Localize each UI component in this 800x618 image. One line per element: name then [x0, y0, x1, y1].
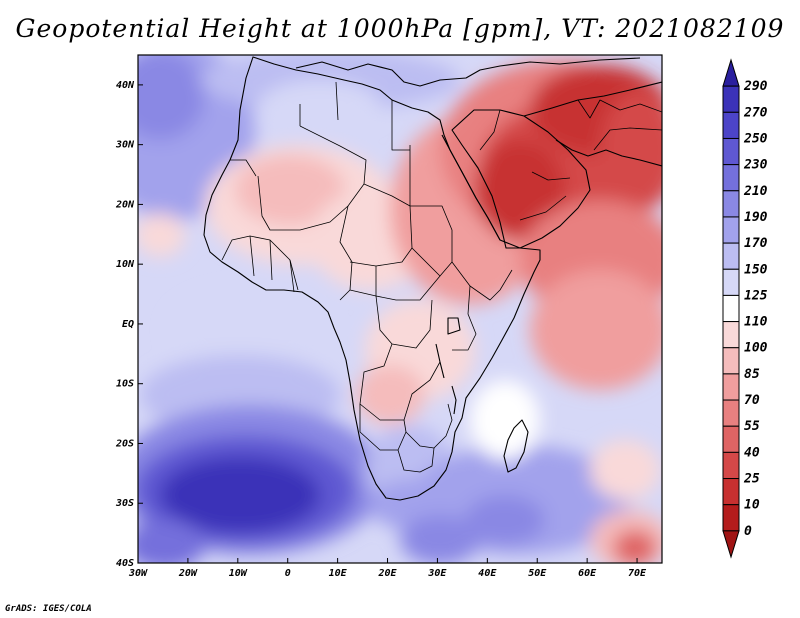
- lat-tick-label: 10N: [116, 259, 135, 270]
- colorbar-label: 100: [744, 341, 768, 356]
- colorbar-label: 190: [744, 210, 768, 225]
- colorbar-swatch: [722, 164, 740, 192]
- lat-tick-label: 40S: [116, 558, 134, 569]
- map-title: Geopotential Height at 1000hPa [gpm], VT…: [15, 14, 785, 43]
- lon-tick-label: 40E: [478, 568, 497, 579]
- lon-tick-label: 30E: [427, 568, 447, 579]
- lon-tick-label: 20E: [377, 568, 397, 579]
- colorbar-label: 270: [743, 105, 768, 120]
- colorbar-swatch: [722, 216, 740, 244]
- lon-tick-label: 30W: [128, 568, 148, 579]
- colorbar-swatch: [722, 347, 740, 375]
- colorbar-label: 25: [743, 472, 760, 487]
- coastlines-and-borders: [203, 56, 662, 501]
- lon-tick-label: 0: [285, 568, 291, 579]
- lat-tick-label: EQ: [122, 319, 134, 330]
- colorbar-label: 55: [744, 419, 760, 434]
- colorbar-label: 110: [744, 315, 768, 330]
- lat-tick-label: 20N: [115, 199, 135, 210]
- colorbar-label: 10: [744, 498, 760, 513]
- lon-tick-label: 10W: [229, 568, 248, 579]
- colorbar-top-arrow: [722, 58, 740, 87]
- lon-tick-label: 20W: [178, 568, 198, 579]
- colorbar-swatch: [722, 373, 740, 401]
- colorbar-swatch: [722, 137, 740, 166]
- colorbar: 2902702502302101901701501251101008570554…: [722, 58, 768, 559]
- lat-tick-label: 20S: [115, 438, 134, 449]
- colorbar-swatch: [722, 268, 740, 296]
- longitude-axis: 30W 20W 10W 0 10E 20E 30E 40E 50E 60E 70E: [128, 558, 647, 579]
- grads-credit: GrADS: IGES/COLA: [5, 604, 92, 614]
- colorbar-label: 40: [744, 445, 760, 460]
- colorbar-swatch: [722, 504, 740, 532]
- colorbar-label: 230: [743, 158, 768, 173]
- colorbar-bottom-arrow: [722, 530, 740, 559]
- colorbar-swatch: [722, 111, 740, 139]
- lat-tick-label: 40N: [116, 80, 135, 91]
- colorbar-swatch: [722, 190, 740, 218]
- colorbar-label: 70: [744, 393, 760, 408]
- field-blobs: [138, 55, 662, 563]
- colorbar-swatch: [722, 451, 740, 480]
- lon-tick-label: 70E: [628, 568, 647, 579]
- lon-tick-label: 10E: [329, 568, 348, 579]
- colorbar-label: 290: [743, 79, 768, 94]
- lon-tick-label: 50E: [528, 568, 547, 579]
- lat-tick-label: 30S: [115, 498, 134, 509]
- lat-tick-label: 30N: [115, 140, 135, 151]
- colorbar-label: 210: [743, 184, 768, 199]
- colorbar-swatch: [722, 478, 740, 506]
- colorbar-swatch: [722, 321, 740, 349]
- lat-tick-label: 10S: [116, 379, 134, 390]
- height-field: [138, 55, 662, 563]
- colorbar-swatch: [722, 294, 740, 323]
- colorbar-swatch: [722, 85, 740, 113]
- lon-tick-label: 60E: [578, 568, 597, 579]
- colorbar-label: 150: [744, 262, 768, 277]
- colorbar-label: 85: [744, 367, 760, 382]
- colorbar-label: 250: [743, 131, 768, 146]
- latitude-axis: 40N 30N 20N 10N EQ 10S 20S 30S 40S: [115, 80, 143, 569]
- colorbar-label: 0: [744, 524, 752, 539]
- colorbar-label: 125: [744, 288, 768, 303]
- colorbar-swatch: [722, 399, 740, 427]
- colorbar-swatch: [722, 242, 740, 270]
- colorbar-label: 170: [744, 236, 768, 251]
- colorbar-swatch: [722, 425, 740, 453]
- map-frame: [137, 54, 663, 564]
